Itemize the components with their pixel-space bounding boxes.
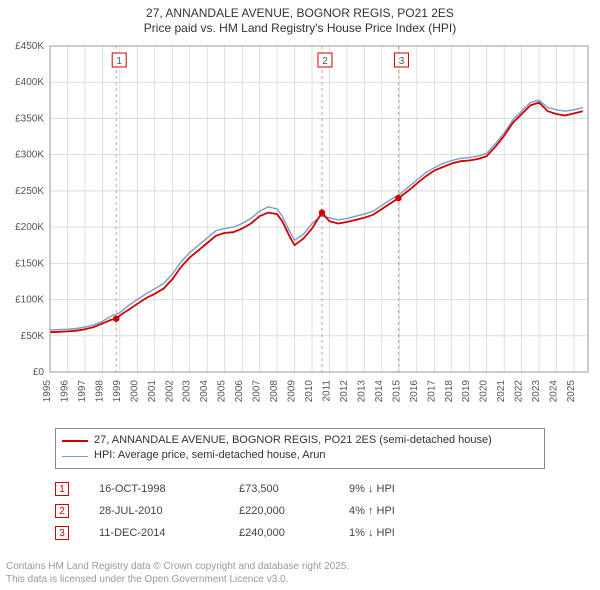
legend: 27, ANNANDALE AVENUE, BOGNOR REGIS, PO21… (55, 428, 545, 469)
chart-titles: 27, ANNANDALE AVENUE, BOGNOR REGIS, PO21… (0, 0, 600, 36)
svg-text:£0: £0 (33, 367, 45, 378)
svg-text:2003: 2003 (182, 380, 193, 403)
svg-text:£200K: £200K (15, 222, 44, 233)
svg-text:2006: 2006 (234, 380, 245, 403)
svg-text:£450K: £450K (15, 41, 44, 52)
legend-swatch (62, 456, 88, 457)
svg-text:2017: 2017 (426, 380, 437, 403)
svg-text:2001: 2001 (147, 380, 158, 403)
transaction-badge: 1 (55, 482, 69, 496)
svg-text:1: 1 (116, 56, 122, 67)
svg-text:1996: 1996 (59, 380, 70, 403)
svg-text:2019: 2019 (461, 380, 472, 403)
footer-attribution: Contains HM Land Registry data © Crown c… (6, 561, 349, 586)
svg-text:1997: 1997 (77, 380, 88, 403)
svg-text:£150K: £150K (15, 258, 44, 269)
svg-text:2000: 2000 (129, 380, 140, 403)
svg-text:3: 3 (399, 56, 405, 67)
svg-text:2005: 2005 (217, 380, 228, 403)
svg-text:2013: 2013 (356, 380, 367, 403)
svg-text:£250K: £250K (15, 186, 44, 197)
svg-text:2014: 2014 (374, 380, 385, 403)
legend-swatch (62, 440, 88, 442)
svg-text:2021: 2021 (496, 380, 507, 403)
legend-item: HPI: Average price, semi-detached house,… (62, 448, 538, 463)
transaction-marker-dot (319, 209, 325, 215)
transaction-badge: 3 (55, 526, 69, 540)
transaction-price: £220,000 (239, 505, 349, 517)
svg-text:1999: 1999 (112, 380, 123, 403)
svg-text:2016: 2016 (409, 380, 420, 403)
footer-line-1: Contains HM Land Registry data © Crown c… (6, 561, 349, 574)
transaction-badge: 2 (55, 504, 69, 518)
title-line-1: 27, ANNANDALE AVENUE, BOGNOR REGIS, PO21… (0, 6, 600, 21)
transaction-date: 28-JUL-2010 (99, 505, 239, 517)
chart-area: £0 £50K £100K £150K £200K £250K £300K £350K £400… (0, 38, 600, 418)
svg-text:£400K: £400K (15, 77, 44, 88)
svg-text:2020: 2020 (479, 380, 490, 403)
transaction-delta: 1% ↓ HPI (349, 527, 459, 539)
svg-text:2007: 2007 (252, 380, 263, 403)
transaction-delta: 9% ↓ HPI (349, 483, 459, 495)
transaction-price: £73,500 (239, 483, 349, 495)
transaction-price: £240,000 (239, 527, 349, 539)
svg-text:2012: 2012 (339, 380, 350, 403)
svg-text:2025: 2025 (566, 380, 577, 403)
svg-text:2018: 2018 (444, 380, 455, 403)
svg-text:2024: 2024 (549, 380, 560, 403)
svg-text:£50K: £50K (21, 331, 45, 342)
svg-text:£300K: £300K (15, 150, 44, 161)
transactions-table: 1 16-OCT-1998£73,5009% ↓ HPI 2 28-JUL-2010£… (55, 478, 545, 544)
transaction-delta: 4% ↑ HPI (349, 505, 459, 517)
legend-label: 27, ANNANDALE AVENUE, BOGNOR REGIS, PO21… (94, 433, 492, 448)
transaction-row: 3 11-DEC-2014£240,0001% ↓ HPI (55, 522, 545, 544)
svg-text:2009: 2009 (287, 380, 298, 403)
svg-text:2010: 2010 (304, 380, 315, 403)
svg-text:1995: 1995 (42, 380, 53, 403)
svg-text:2002: 2002 (164, 380, 175, 403)
transaction-row: 1 16-OCT-1998£73,5009% ↓ HPI (55, 478, 545, 500)
title-line-2: Price paid vs. HM Land Registry's House … (0, 21, 600, 36)
svg-text:2008: 2008 (269, 380, 280, 403)
svg-text:2015: 2015 (391, 380, 402, 403)
transaction-date: 11-DEC-2014 (99, 527, 239, 539)
svg-text:2: 2 (322, 56, 328, 67)
transaction-date: 16-OCT-1998 (99, 483, 239, 495)
line-chart-svg: £0 £50K £100K £150K £200K £250K £300K £350K £400… (0, 38, 600, 418)
transaction-marker-dot (395, 195, 401, 201)
legend-item: 27, ANNANDALE AVENUE, BOGNOR REGIS, PO21… (62, 433, 538, 448)
svg-text:£350K: £350K (15, 113, 44, 124)
transaction-marker-dot (113, 316, 119, 322)
svg-text:2011: 2011 (321, 380, 332, 402)
svg-text:1998: 1998 (94, 380, 105, 403)
svg-text:2004: 2004 (199, 380, 210, 403)
svg-text:2023: 2023 (531, 380, 542, 403)
svg-text:£100K: £100K (15, 295, 44, 306)
transaction-row: 2 28-JUL-2010£220,0004% ↑ HPI (55, 500, 545, 522)
svg-text:2022: 2022 (514, 380, 525, 403)
footer-line-2: This data is licensed under the Open Gov… (6, 574, 349, 587)
legend-label: HPI: Average price, semi-detached house,… (94, 448, 326, 463)
